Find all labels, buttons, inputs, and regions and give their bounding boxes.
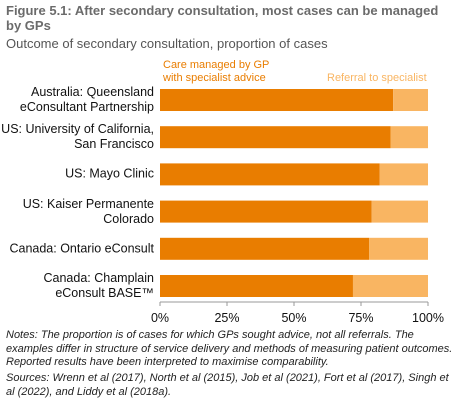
- x-tick-label: 75%: [348, 311, 374, 325]
- bar-segment: [160, 275, 353, 297]
- x-tick-label: 100%: [412, 311, 444, 325]
- category-label: Canada: Ontario eConsult: [9, 241, 154, 256]
- legend-item: Care managed by GP with specialist advic…: [163, 59, 270, 84]
- bar-segment: [371, 200, 428, 223]
- category-label: Canada: Champlain eConsult BASE™: [43, 271, 155, 300]
- bar-segment: [160, 126, 391, 149]
- category-label: Australia: Queensland eConsultant Partne…: [19, 85, 154, 114]
- bar-segment: [160, 89, 394, 111]
- notes: Notes: The proportion is of cases for wh…: [6, 329, 453, 368]
- bar-segment: [393, 89, 428, 111]
- bar-segment: [352, 275, 428, 297]
- bar-segment: [160, 237, 370, 260]
- bar-segment: [390, 126, 428, 149]
- bar-segment: [369, 237, 428, 260]
- x-tick-label: 50%: [281, 311, 307, 325]
- x-tick-label: 0%: [150, 311, 170, 325]
- x-tick-label: 25%: [214, 311, 240, 325]
- sources: Sources: Wrenn et al (2017), North et al…: [6, 372, 449, 398]
- chart-title: Figure 5.1: After secondary consultation…: [6, 3, 439, 33]
- bar-segment: [160, 200, 372, 223]
- category-label: US: Mayo Clinic: [65, 166, 154, 181]
- legend-item: Referral to specialist: [327, 72, 427, 84]
- bar-segment: [379, 163, 428, 186]
- category-label: US: Kaiser Permanente Colorado: [22, 196, 154, 226]
- bar-segment: [160, 163, 380, 186]
- category-label: US: University of California, San Franci…: [1, 122, 154, 152]
- chart-subtitle: Outcome of secondary consultation, propo…: [6, 36, 328, 51]
